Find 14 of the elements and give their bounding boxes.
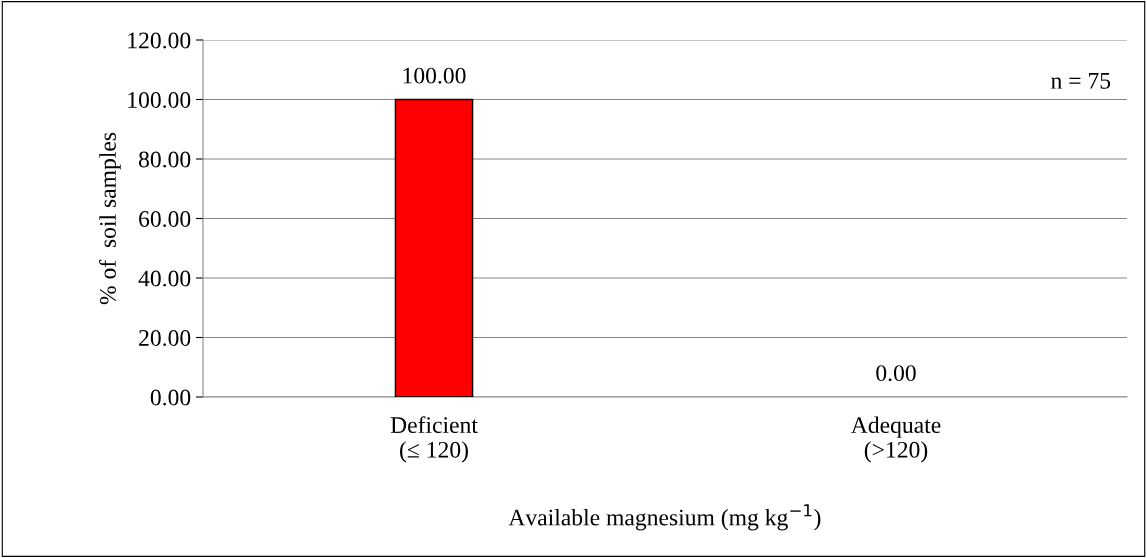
y-tick-label: 40.00	[138, 270, 191, 287]
y-tick-label: 80.00	[138, 151, 191, 168]
y-tick-label: 100.00	[128, 91, 191, 109]
annotation: n = 75	[1051, 73, 1111, 89]
x-axis-title: Available magnesium (mg kg$^{−1}$)	[508, 504, 821, 531]
y-axis-title: % of soil samples	[99, 132, 121, 305]
y-tick-label: 0.00	[150, 389, 191, 406]
x-tick-label: Deficient (≤ 120)	[390, 416, 478, 463]
x-tick-label: Adequate (>120)	[851, 416, 941, 463]
y-tick-label: 60.00	[139, 210, 191, 228]
data-label: 0.00	[876, 365, 916, 382]
y-tick-label: 120.00	[128, 32, 191, 49]
data-label: 100.00	[403, 67, 466, 84]
y-tick-label: 20.00	[139, 329, 191, 347]
